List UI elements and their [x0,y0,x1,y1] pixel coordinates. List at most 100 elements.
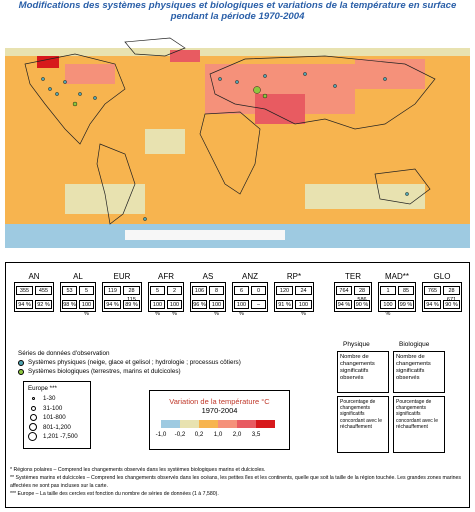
pct-physical: 100 % [150,299,165,317]
world-map [5,34,470,263]
count-biological: 85 [398,285,414,295]
pct-biological: – [251,299,266,309]
circle-size-icon [31,405,36,411]
count-biological: 5 [79,285,94,295]
europe-range: 1,201 -7,500 [43,433,78,441]
count-biological: 28 671 [443,285,460,303]
count-physical: 355 [16,285,33,295]
series-title: Séries de données d'observation [18,350,110,357]
scale-swatch [218,420,237,428]
footnotes: * Régions polaires – Comprend les change… [10,466,465,498]
europe-title: Europe *** [28,385,57,392]
pct-physical: 100 % [380,299,396,317]
europe-legend: Europe *** 1-30 31-100 101-800 801-1,200… [23,381,91,449]
biological-points [72,86,268,107]
circle-size-icon [29,423,37,432]
region-afr: AFR 5 2 100 % 100 % [148,272,184,317]
count-physical: 53 [62,285,77,295]
europe-range: 1-30 [43,395,56,403]
count-biological: 0 [251,285,266,295]
count-physical: 6 [234,285,249,295]
region-label: EUR [113,272,131,281]
temp-period: 1970-2004 [201,406,238,415]
count-physical: 106 [192,285,207,295]
count-physical: 119 [104,285,121,295]
circle-size-icon [28,432,37,442]
count-biological: 8 [209,285,224,295]
count-physical: 764 [336,285,352,295]
key-physique: Physique [343,341,370,348]
continent-outlines [24,37,436,225]
footnote: *** Europe – La taille des cercles est f… [10,491,219,497]
scale-swatch [180,420,199,428]
key-box: Physique Biologique Nombre de changement… [337,341,457,459]
hotspot-alaska [37,56,59,68]
region-label: AL [73,272,83,281]
temperature-legend: Variation de la température °C 1970-2004… [149,390,290,450]
scale-tick: 1,0 [213,431,223,438]
series-legend: Séries de données d'observation Systèmes… [18,349,241,376]
region-label: RP* [286,272,302,281]
color-scale [161,420,275,428]
pct-biological: 89 % [123,299,140,309]
pct-biological: 100 % [79,299,94,317]
region-label: AS [202,272,214,281]
pct-physical: 96 % [192,299,207,309]
footnote: * Régions polaires – Comprend les change… [10,467,266,473]
region-rp: RP* 120 24 91 % 100 % [274,272,314,317]
scale-swatch [161,420,180,428]
key-biologique: Biologique [399,341,430,348]
scale-tick: 0,2 [194,431,204,438]
region-glo: GLO 765 28 671 94 % 90 % [422,272,462,312]
region-al: AL 53 5 98 % 100 % [60,272,96,317]
count-biological: 2 [167,285,182,295]
series-biological: Systèmes biologiques (terrestres, marins… [28,368,181,375]
pct-physical: 91 % [276,299,293,309]
count-biological: 28 115 [123,285,140,303]
pct-physical: 100 % [234,299,249,317]
region-label: AN [28,272,40,281]
pct-biological: 100 % [295,299,312,317]
scale-swatch [199,420,218,428]
observation-points [41,72,409,221]
pct-physical: 94 % [424,299,441,309]
pct-biological: 90 % [354,299,370,309]
region-label: GLO [433,272,451,281]
region-label: TER [345,272,361,281]
region-label: ANZ [242,272,258,281]
biological-marker-icon [18,368,24,375]
physical-marker-icon [18,359,24,366]
temp-title: Variation de la température °C [169,397,270,406]
key-count-phys: Nombre de changements significatifs obse… [337,351,389,393]
pct-biological: 90 % [443,299,460,309]
key-pct-bio: Pourcentage de changements significatifs… [393,396,445,453]
circle-size-icon [30,414,37,422]
scale-tick: -1,0 [155,431,167,438]
key-pct-phys: Pourcentage de changements significatifs… [337,396,389,453]
scale-tick: 3,5 [251,431,261,438]
count-physical: 1 [380,285,396,295]
pct-physical: 94 % [104,299,121,309]
key-count-bio: Nombre de changements significatifs obse… [393,351,445,393]
count-physical: 765 [424,285,441,295]
pct-physical: 94 % [16,299,33,309]
count-biological: 24 [295,285,312,295]
region-as: AS 106 8 96 % 100 % [190,272,226,317]
europe-range: 31-100 [43,404,63,412]
region-an: AN 355 455 94 % 92 % [14,272,54,312]
pct-biological: 100 % [209,299,224,317]
region-label: AFR [158,272,174,281]
series-physical: Systèmes physiques (neige, glace et geli… [28,359,241,366]
scale-swatch [237,420,256,428]
region-eur: EUR 119 28 115 94 % 89 % [102,272,142,312]
europe-range: 101-800 [43,414,66,422]
scale-tick: -0,2 [174,431,186,438]
count-biological: 455 [35,285,52,295]
region-summary: AN 355 455 94 % 92 % AL 53 5 98 % 100 % EUR 11… [14,272,464,342]
scale-swatch [256,420,275,428]
pct-physical: 94 % [336,299,352,309]
pct-biological: 99 % [398,299,414,309]
europe-range: 801-1,200 [43,423,71,431]
count-physical: 120 [276,285,293,295]
count-physical: 5 [150,285,165,295]
